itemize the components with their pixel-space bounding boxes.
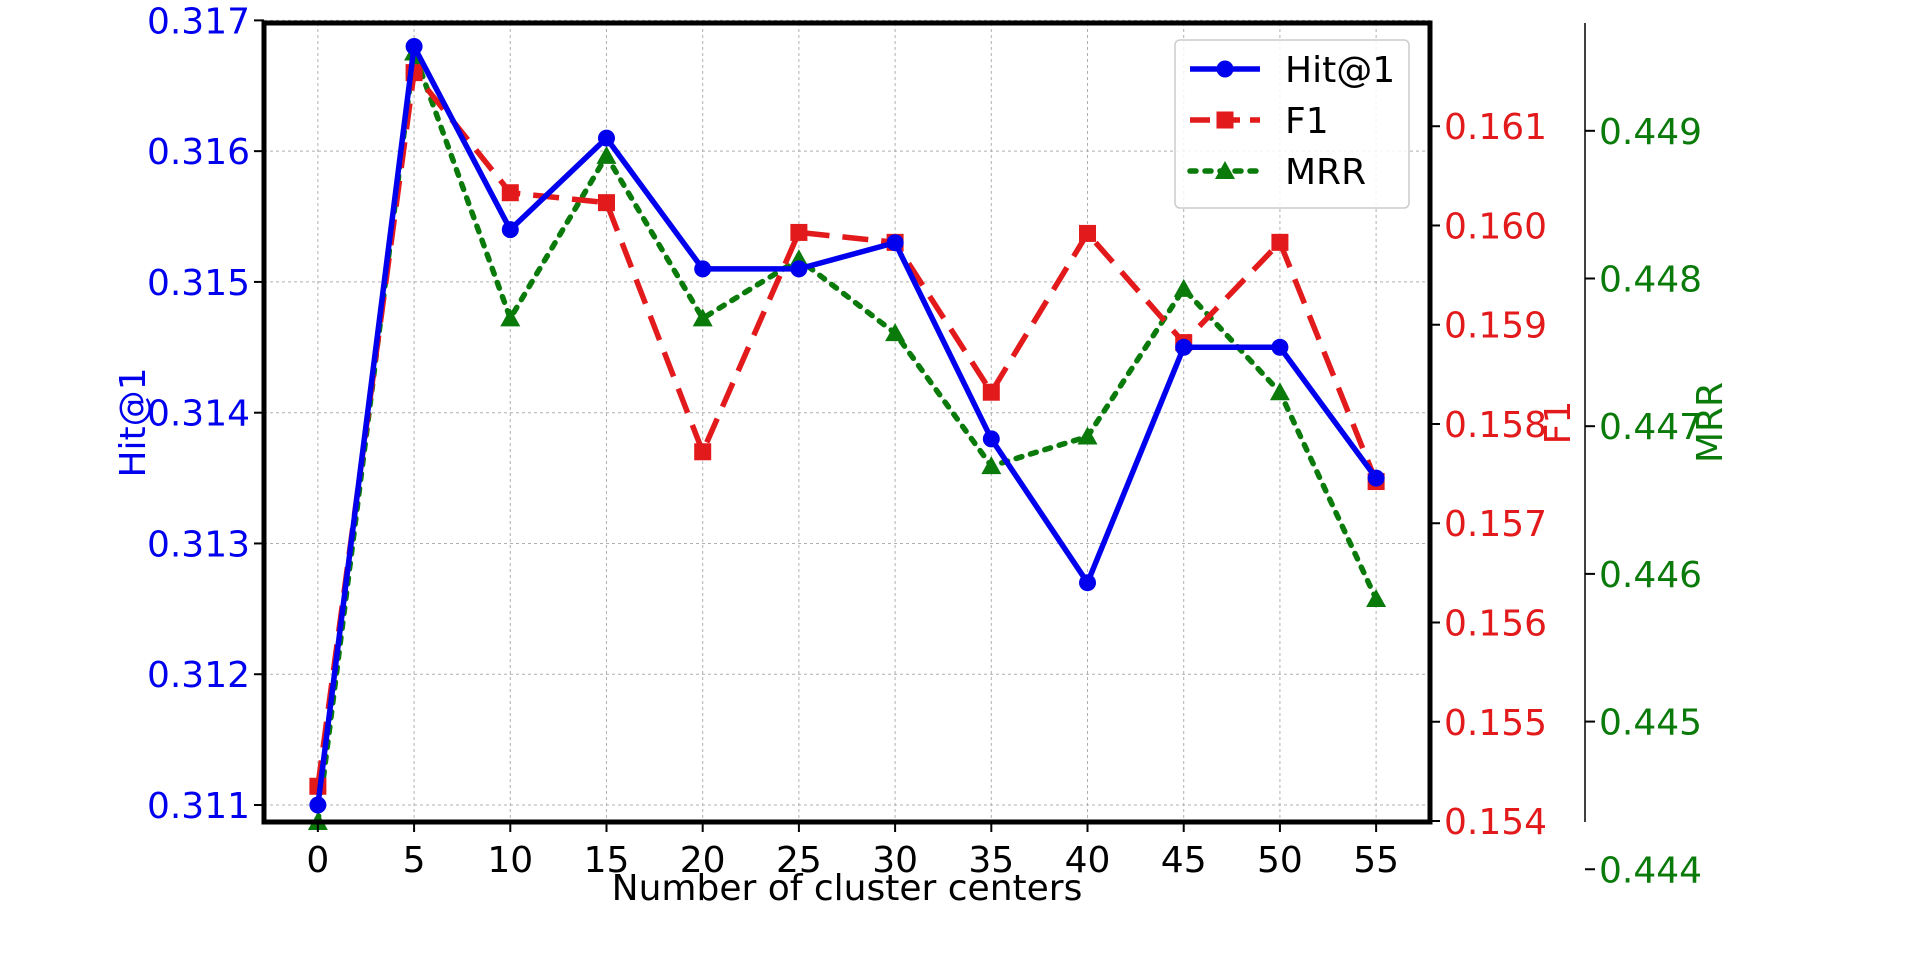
x-tick-label: 50 — [1257, 840, 1303, 881]
data-point — [597, 129, 615, 147]
left-tick-label: 0.314 — [147, 394, 250, 435]
left-tick-label: 0.312 — [147, 655, 250, 696]
legend-label: F1 — [1285, 101, 1329, 142]
right2-tick-label: 0.445 — [1599, 703, 1702, 744]
x-tick-label: 0 — [306, 840, 329, 881]
left-tick-label: 0.311 — [147, 786, 250, 827]
data-point — [1367, 469, 1385, 487]
data-point — [596, 145, 617, 164]
right-axis-ticks: 0.154 0.155 0.156 0.157 0.158 0.159 0.160 0.161 — [1430, 107, 1547, 843]
data-point — [982, 430, 1000, 448]
data-point — [597, 194, 615, 212]
legend-box — [1174, 39, 1410, 209]
x-tick-label: 5 — [403, 840, 426, 881]
right2-tick-label: 0.444 — [1599, 850, 1702, 891]
data-point — [692, 308, 713, 327]
x-axis-label: Number of cluster centers — [612, 868, 1083, 909]
data-point — [694, 443, 712, 461]
x-tick-label: 25 — [776, 840, 822, 881]
data-point — [694, 260, 712, 278]
data-point — [501, 184, 519, 202]
x-tick-label: 30 — [872, 840, 918, 881]
data-point — [309, 796, 327, 814]
data-point — [500, 308, 521, 327]
data-point — [1173, 278, 1194, 297]
x-axis-ticks: 0 5 10 15 20 25 30 35 40 45 50 55 — [306, 822, 1399, 881]
left-tick-label: 0.316 — [147, 132, 250, 173]
data-point — [982, 383, 1000, 401]
mrr-axis-label: MRR — [1690, 382, 1731, 463]
data-point — [790, 223, 808, 241]
series-line — [315, 43, 1379, 806]
data-point — [790, 260, 808, 278]
data-point — [1175, 338, 1193, 356]
legend-marker — [1215, 161, 1235, 179]
legend-item: F1 — [1190, 101, 1329, 142]
x-tick-label: 20 — [680, 840, 726, 881]
series-line — [315, 49, 1379, 825]
left-axis-ticks: 0.311 0.312 0.313 0.314 0.315 0.316 0.317 — [147, 1, 264, 827]
right-tick-label: 0.154 — [1444, 802, 1547, 843]
right-tick-label: 0.160 — [1444, 206, 1547, 247]
legend-marker — [1216, 111, 1234, 129]
right2-tick-label: 0.447 — [1599, 407, 1702, 448]
f1-axis-label: F1 — [1538, 401, 1579, 445]
legend-item: MRR — [1187, 152, 1366, 193]
right-tick-label: 0.161 — [1444, 107, 1547, 148]
left-tick-label: 0.317 — [147, 1, 250, 42]
plot-frame — [261, 20, 1433, 825]
series-hit-1 — [309, 38, 1385, 814]
data-point — [885, 323, 906, 342]
data-point — [1269, 382, 1290, 401]
data-point — [1077, 426, 1098, 445]
data-point — [405, 38, 423, 56]
series-line — [315, 69, 1379, 787]
left-tick-label: 0.313 — [147, 524, 250, 565]
right-tick-label: 0.159 — [1444, 306, 1547, 347]
right2-axis-ticks: 0.444 0.445 0.446 0.447 0.448 0.449 — [1585, 112, 1702, 891]
legend-marker — [1216, 60, 1234, 78]
hit1-axis-label: Hit@1 — [113, 367, 154, 477]
data-point — [886, 234, 904, 252]
legend: Hit@1 F1 MRR — [1174, 39, 1410, 209]
right-tick-label: 0.157 — [1444, 504, 1547, 545]
data-point — [981, 456, 1002, 475]
data-point — [501, 221, 519, 239]
right2-tick-label: 0.448 — [1599, 260, 1702, 301]
x-tick-label: 40 — [1065, 840, 1111, 881]
right2-tick-label: 0.446 — [1599, 555, 1702, 596]
right2-tick-label: 0.449 — [1599, 112, 1702, 153]
right-tick-label: 0.156 — [1444, 603, 1547, 644]
legend-label: Hit@1 — [1285, 50, 1395, 91]
data-point — [1079, 574, 1097, 592]
x-tick-label: 45 — [1161, 840, 1207, 881]
right-tick-label: 0.155 — [1444, 703, 1547, 744]
series-layer — [307, 38, 1387, 830]
data-point — [1271, 338, 1289, 356]
data-point — [1079, 224, 1097, 242]
data-point — [1366, 588, 1387, 607]
left-tick-label: 0.315 — [147, 263, 250, 304]
series-mrr — [307, 42, 1387, 830]
legend-item: Hit@1 — [1190, 50, 1395, 91]
x-tick-label: 15 — [584, 840, 630, 881]
x-tick-label: 35 — [968, 840, 1014, 881]
x-tick-label: 55 — [1353, 840, 1399, 881]
x-tick-label: 10 — [487, 840, 533, 881]
legend-label: MRR — [1285, 152, 1366, 193]
right-tick-label: 0.158 — [1444, 405, 1547, 446]
data-point — [1271, 233, 1289, 251]
